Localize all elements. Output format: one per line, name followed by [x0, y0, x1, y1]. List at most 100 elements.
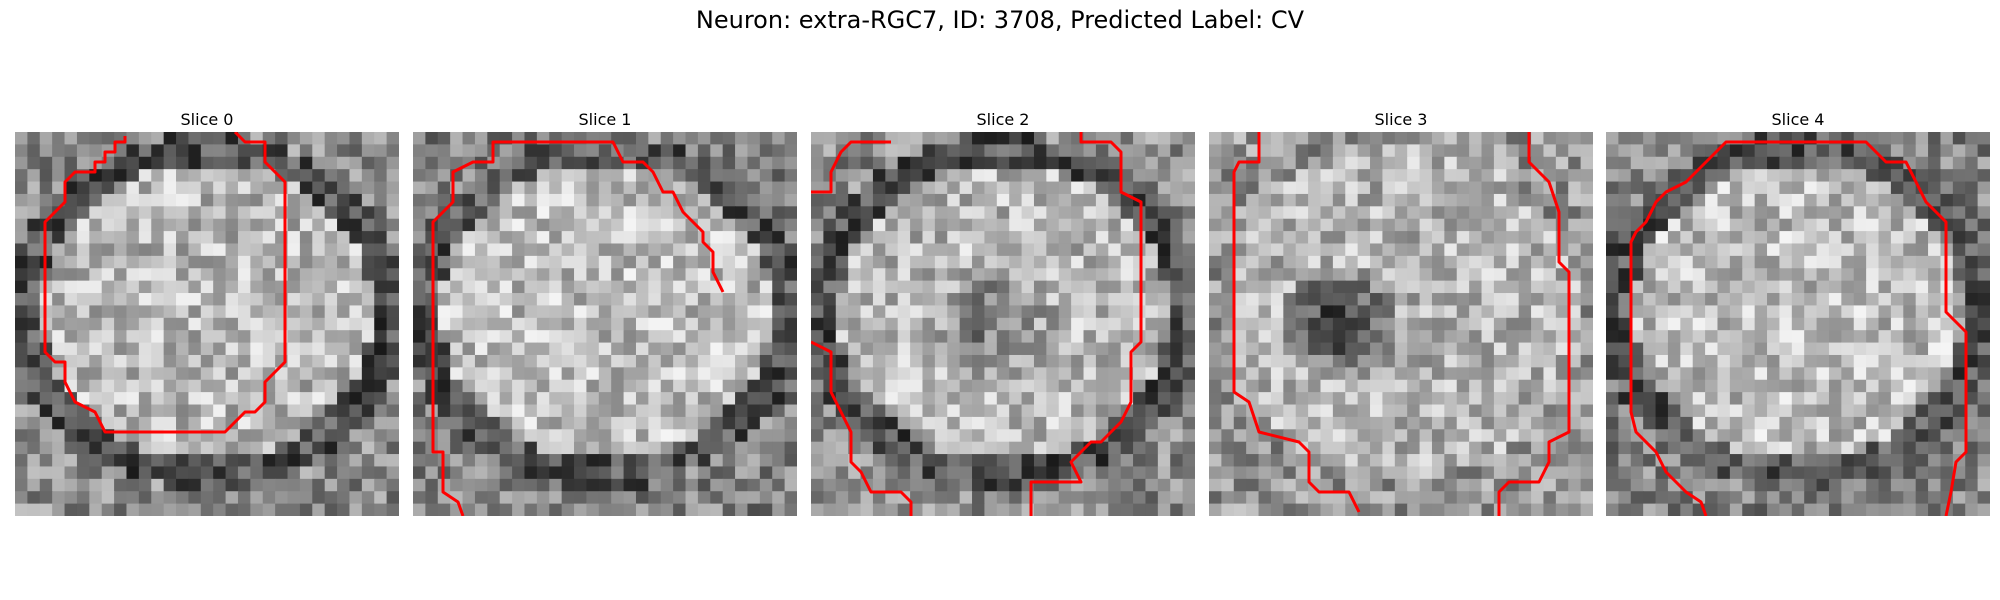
- pixel: [747, 193, 761, 207]
- pixel: [450, 478, 464, 492]
- pixel: [1407, 132, 1421, 145]
- pixel: [324, 305, 338, 319]
- pixel: [872, 193, 886, 207]
- pixel: [1493, 367, 1507, 381]
- pixel: [860, 367, 874, 381]
- pixel: [747, 317, 761, 331]
- pixel: [549, 330, 563, 344]
- pixel: [959, 330, 973, 344]
- pixel: [250, 466, 264, 480]
- pixel: [1295, 206, 1309, 220]
- pixel: [1145, 367, 1159, 381]
- pixel: [1928, 255, 1942, 269]
- pixel: [1940, 156, 1954, 170]
- pixel: [349, 193, 363, 207]
- pixel: [811, 206, 824, 220]
- pixel: [1903, 491, 1917, 505]
- pixel: [759, 478, 773, 492]
- pixel: [1033, 367, 1047, 381]
- pixel: [1083, 206, 1097, 220]
- pixel: [1033, 441, 1047, 455]
- pixel: [1606, 243, 1619, 257]
- pixel: [1742, 416, 1756, 430]
- pixel: [1754, 293, 1768, 307]
- pixel: [922, 255, 936, 269]
- pixel: [1580, 268, 1593, 282]
- pixel: [1493, 280, 1507, 294]
- pixel: [1791, 416, 1805, 430]
- pixel: [1481, 454, 1495, 468]
- pixel: [250, 193, 264, 207]
- pixel: [872, 379, 886, 393]
- pixel: [972, 354, 986, 368]
- pixel: [811, 429, 824, 443]
- pixel: [114, 243, 128, 257]
- pixel: [114, 379, 128, 393]
- pixel: [138, 218, 152, 232]
- pixel: [1332, 181, 1346, 195]
- pixel: [64, 268, 78, 282]
- pixel: [996, 429, 1010, 443]
- pixel: [1345, 367, 1359, 381]
- pixel: [697, 132, 711, 145]
- pixel: [586, 478, 600, 492]
- pixel: [213, 206, 227, 220]
- pixel: [324, 404, 338, 418]
- pixel: [1518, 404, 1532, 418]
- pixel: [287, 280, 301, 294]
- pixel: [673, 280, 687, 294]
- pixel: [499, 454, 513, 468]
- pixel: [1705, 218, 1719, 232]
- pixel: [972, 429, 986, 443]
- pixel: [1394, 491, 1408, 505]
- pixel: [934, 454, 948, 468]
- pixel: [1308, 218, 1322, 232]
- pixel: [574, 317, 588, 331]
- pixel: [1977, 367, 1990, 381]
- pixel: [1394, 169, 1408, 183]
- pixel: [499, 441, 513, 455]
- pixel: [1667, 218, 1681, 232]
- pixel: [1630, 478, 1644, 492]
- pixel: [1767, 231, 1781, 245]
- pixel: [1444, 293, 1458, 307]
- pixel: [1828, 293, 1842, 307]
- pixel: [462, 218, 476, 232]
- pixel: [262, 305, 276, 319]
- pixel: [685, 305, 699, 319]
- pixel: [1618, 218, 1632, 232]
- pixel: [361, 268, 375, 282]
- pixel: [1506, 354, 1520, 368]
- pixel: [586, 206, 600, 220]
- pixel: [1133, 379, 1147, 393]
- pixel: [89, 293, 103, 307]
- pixel: [287, 342, 301, 356]
- pixel: [15, 218, 28, 232]
- pixel: [1606, 404, 1619, 418]
- pixel: [1705, 305, 1719, 319]
- pixel: [984, 379, 998, 393]
- pixel: [1878, 156, 1892, 170]
- pixel: [947, 243, 961, 257]
- pixel: [1580, 354, 1593, 368]
- pixel: [1469, 132, 1483, 145]
- pixel: [425, 503, 439, 516]
- pixel: [64, 330, 78, 344]
- pixel: [1779, 317, 1793, 331]
- pixel: [872, 354, 886, 368]
- pixel: [972, 416, 986, 430]
- pixel: [225, 181, 239, 195]
- pixel: [1481, 305, 1495, 319]
- pixel: [1145, 255, 1159, 269]
- pixel: [76, 193, 90, 207]
- pixel: [1655, 231, 1669, 245]
- pixel: [1705, 330, 1719, 344]
- pixel: [64, 305, 78, 319]
- pixel: [885, 330, 899, 344]
- pixel: [1157, 268, 1171, 282]
- pixel: [1493, 181, 1507, 195]
- pixel: [860, 416, 874, 430]
- pixel: [176, 441, 190, 455]
- pixel: [374, 317, 388, 331]
- pixel: [759, 367, 773, 381]
